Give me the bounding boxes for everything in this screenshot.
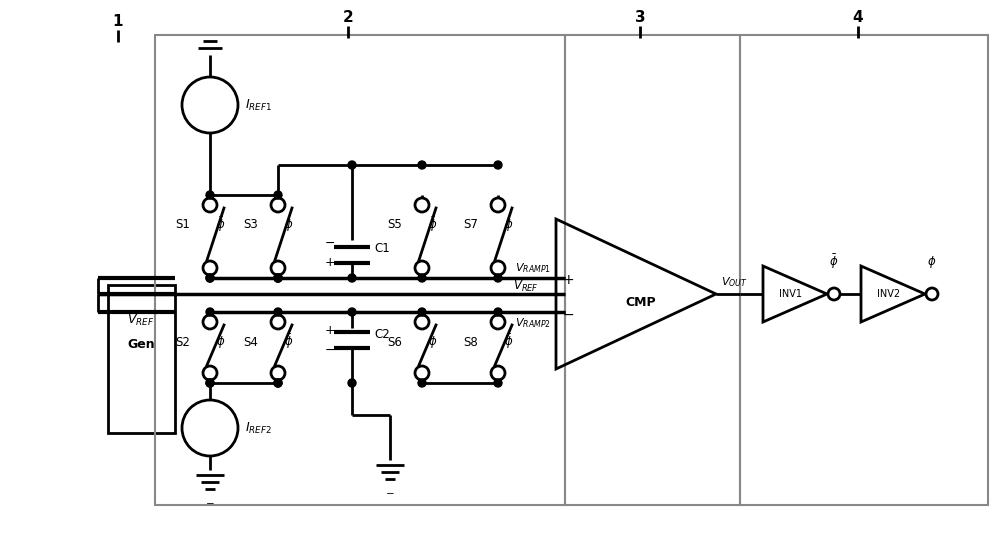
Text: 2: 2 (343, 10, 353, 25)
Circle shape (491, 366, 505, 380)
Circle shape (182, 400, 238, 456)
Text: $V_{RAMP2}$: $V_{RAMP2}$ (515, 316, 551, 330)
Text: C1: C1 (374, 241, 390, 255)
Text: $\bar{\phi}$: $\bar{\phi}$ (216, 216, 225, 234)
Circle shape (491, 198, 505, 212)
Text: $+$: $+$ (324, 256, 336, 268)
Text: $\phi$: $\phi$ (428, 334, 437, 350)
Circle shape (274, 274, 282, 282)
Text: CMP: CMP (626, 295, 656, 309)
Circle shape (274, 379, 282, 387)
Text: $\phi$: $\phi$ (284, 217, 293, 233)
Text: $-$: $-$ (324, 235, 336, 249)
Text: S4: S4 (243, 336, 258, 348)
Circle shape (491, 261, 505, 275)
Text: $\bar{\phi}$: $\bar{\phi}$ (428, 216, 437, 234)
Circle shape (415, 261, 429, 275)
Circle shape (271, 198, 285, 212)
Circle shape (494, 308, 502, 316)
Bar (155, 35, 565, 505)
Text: $V_{OUT}$: $V_{OUT}$ (721, 275, 748, 289)
Bar (740, 35, 988, 505)
Circle shape (491, 315, 505, 329)
Text: $V_{REF}$: $V_{REF}$ (513, 278, 539, 294)
Text: $\phi$: $\phi$ (216, 334, 225, 350)
Text: C2: C2 (374, 327, 390, 341)
Circle shape (494, 161, 502, 169)
Circle shape (415, 198, 429, 212)
Text: S5: S5 (387, 219, 402, 231)
Text: $-$: $-$ (562, 307, 574, 321)
Circle shape (206, 191, 214, 199)
Circle shape (494, 379, 502, 387)
Text: 1: 1 (113, 14, 123, 30)
Circle shape (182, 77, 238, 133)
Circle shape (271, 366, 285, 380)
Text: $\phi$: $\phi$ (504, 217, 513, 233)
Text: $\bar{\phi}$: $\bar{\phi}$ (829, 253, 839, 271)
Circle shape (206, 274, 214, 282)
Circle shape (203, 198, 217, 212)
Circle shape (274, 379, 282, 387)
Text: S3: S3 (243, 219, 258, 231)
Text: $+$: $+$ (562, 273, 574, 287)
Circle shape (274, 274, 282, 282)
Text: S6: S6 (387, 336, 402, 348)
Text: $I_{REF1}$: $I_{REF1}$ (245, 98, 272, 112)
Circle shape (418, 308, 426, 316)
Circle shape (418, 161, 426, 169)
Bar (565, 35, 740, 505)
Circle shape (274, 274, 282, 282)
Circle shape (348, 379, 356, 387)
Text: $-$: $-$ (205, 497, 215, 507)
Circle shape (203, 261, 217, 275)
Text: S7: S7 (463, 219, 478, 231)
Bar (108, 285, 175, 433)
Circle shape (271, 261, 285, 275)
Circle shape (206, 379, 214, 387)
Text: $\phi$: $\phi$ (927, 254, 937, 270)
Circle shape (274, 308, 282, 316)
Circle shape (418, 379, 426, 387)
Text: Gen: Gen (127, 338, 155, 352)
Text: $I_{REF2}$: $I_{REF2}$ (245, 420, 272, 435)
Circle shape (415, 315, 429, 329)
Circle shape (494, 274, 502, 282)
Text: $-$: $-$ (324, 343, 336, 355)
Text: S1: S1 (175, 219, 190, 231)
Circle shape (828, 288, 840, 300)
Circle shape (206, 308, 214, 316)
Text: $+$: $+$ (324, 323, 336, 337)
Text: $\bar{\phi}$: $\bar{\phi}$ (504, 333, 513, 351)
Circle shape (348, 274, 356, 282)
Text: $V_{REF}$: $V_{REF}$ (127, 312, 155, 327)
Circle shape (206, 379, 214, 387)
Circle shape (203, 366, 217, 380)
Circle shape (415, 366, 429, 380)
Circle shape (418, 274, 426, 282)
Text: INV1: INV1 (780, 289, 802, 299)
Circle shape (348, 308, 356, 316)
Text: 4: 4 (853, 10, 863, 25)
Circle shape (271, 315, 285, 329)
Text: $V_{RAMP1}$: $V_{RAMP1}$ (515, 261, 551, 275)
Circle shape (206, 274, 214, 282)
Circle shape (348, 161, 356, 169)
Text: S2: S2 (175, 336, 190, 348)
Text: $-$: $-$ (385, 487, 395, 497)
Text: INV2: INV2 (877, 289, 901, 299)
Circle shape (203, 315, 217, 329)
Circle shape (926, 288, 938, 300)
Text: 3: 3 (635, 10, 645, 25)
Text: S8: S8 (463, 336, 478, 348)
Text: $\bar{\phi}$: $\bar{\phi}$ (284, 333, 293, 351)
Circle shape (274, 191, 282, 199)
